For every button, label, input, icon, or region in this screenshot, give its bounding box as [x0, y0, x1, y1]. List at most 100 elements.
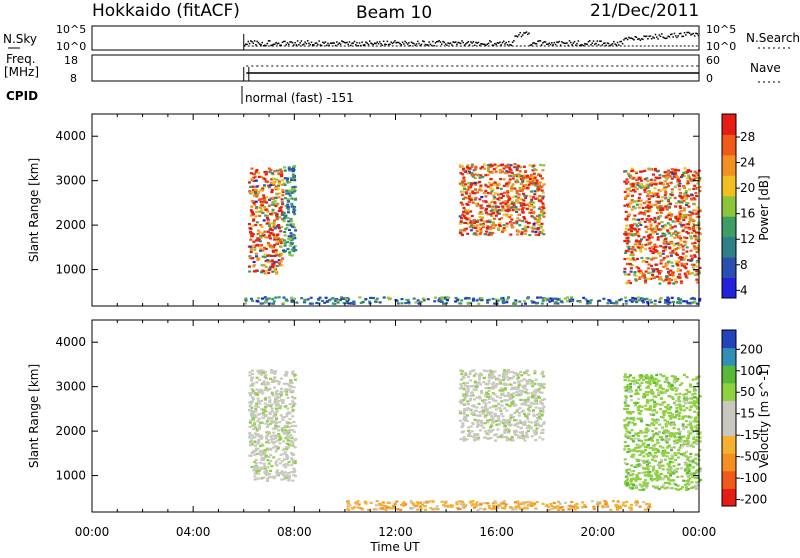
echo-cell [685, 251, 688, 253]
echo-cell [673, 427, 676, 429]
echo-cell [467, 209, 470, 211]
echo-cell [676, 388, 679, 390]
echo-cell [461, 194, 464, 196]
echo-cell [288, 229, 291, 231]
echo-cell [287, 464, 290, 466]
echo-cell [479, 383, 482, 385]
noise-point [336, 41, 338, 43]
noise-point [583, 45, 585, 47]
echo-cell [269, 237, 272, 239]
noise-point [589, 40, 591, 42]
echo-cell [689, 433, 692, 435]
echo-cell [670, 235, 673, 237]
echo-cell [487, 192, 490, 194]
echo-cell [680, 467, 683, 469]
noise-point [478, 42, 480, 44]
echo-cell [683, 207, 686, 209]
echo-cell [646, 195, 649, 197]
echo-cell [492, 188, 495, 190]
echo-cell [649, 406, 652, 408]
echo-cell [538, 195, 541, 197]
echo-cell [557, 298, 560, 300]
echo-cell [634, 278, 637, 280]
echo-cell [257, 406, 260, 408]
beam-title: Beam 10 [356, 3, 432, 23]
echo-cell [463, 438, 466, 440]
echo-cell [249, 186, 252, 188]
echo-cell [253, 436, 256, 438]
echo-cell [478, 177, 481, 179]
echo-cell [479, 420, 482, 422]
echo-cell [653, 447, 656, 449]
echo-cell [624, 273, 627, 275]
echo-cell [467, 376, 470, 378]
echo-cell [479, 429, 482, 431]
echo-cell [663, 431, 666, 433]
echo-cell [656, 268, 659, 270]
echo-cell [258, 211, 261, 213]
echo-cell [472, 369, 475, 371]
velocity-echoes [248, 369, 702, 511]
echo-cell [272, 209, 275, 211]
noise-point [660, 36, 662, 38]
echo-cell [529, 181, 532, 183]
echo-cell [446, 299, 449, 301]
noise-point [261, 42, 263, 44]
echo-cell [672, 282, 675, 284]
colorbar-swatch [722, 237, 736, 258]
echo-cell [292, 405, 295, 407]
echo-cell [653, 409, 656, 411]
echo-cell [649, 203, 652, 205]
echo-cell [509, 234, 512, 236]
echo-cell [269, 378, 272, 380]
echo-cell [632, 435, 635, 437]
echo-cell [480, 219, 483, 221]
echo-cell [460, 438, 463, 440]
echo-cell [623, 408, 626, 410]
echo-cell [253, 195, 256, 197]
echo-cell [274, 197, 277, 199]
noise-left-label: N.Sky [3, 32, 37, 46]
echo-cell [282, 302, 285, 304]
echo-cell [637, 233, 640, 235]
echo-cell [679, 182, 682, 184]
echo-cell [291, 301, 294, 303]
echo-cell [662, 250, 665, 252]
echo-cell [634, 171, 637, 173]
echo-cell [668, 207, 671, 209]
echo-cell [679, 384, 682, 386]
echo-cell [683, 409, 686, 411]
echo-cell [543, 421, 546, 423]
echo-cell [283, 427, 286, 429]
power-echoes [244, 163, 702, 305]
colorbar-swatch [722, 278, 736, 299]
echo-cell [640, 200, 643, 202]
echo-cell [487, 234, 490, 236]
echo-cell [280, 378, 283, 380]
noise-point [528, 32, 530, 34]
echo-cell [269, 454, 272, 456]
noise-point [598, 44, 600, 46]
echo-cell [661, 402, 664, 404]
echo-cell [472, 385, 475, 387]
echo-cell [251, 232, 254, 234]
echo-cell [269, 267, 272, 269]
echo-cell [253, 264, 256, 266]
echo-cell [252, 218, 255, 220]
echo-cell [265, 266, 268, 268]
echo-cell [689, 217, 692, 219]
echo-cell [533, 383, 536, 385]
colorbar-swatch [722, 155, 736, 176]
noise-point [493, 45, 495, 47]
echo-cell [490, 190, 493, 192]
echo-cell [257, 477, 260, 479]
echo-cell [660, 297, 663, 299]
echo-cell [656, 246, 659, 248]
echo-cell [248, 409, 251, 411]
echo-cell [678, 215, 681, 217]
echo-cell [504, 400, 507, 402]
noise-point [647, 38, 649, 40]
echo-cell [646, 482, 649, 484]
echo-cell [664, 452, 667, 454]
echo-cell [692, 209, 695, 211]
